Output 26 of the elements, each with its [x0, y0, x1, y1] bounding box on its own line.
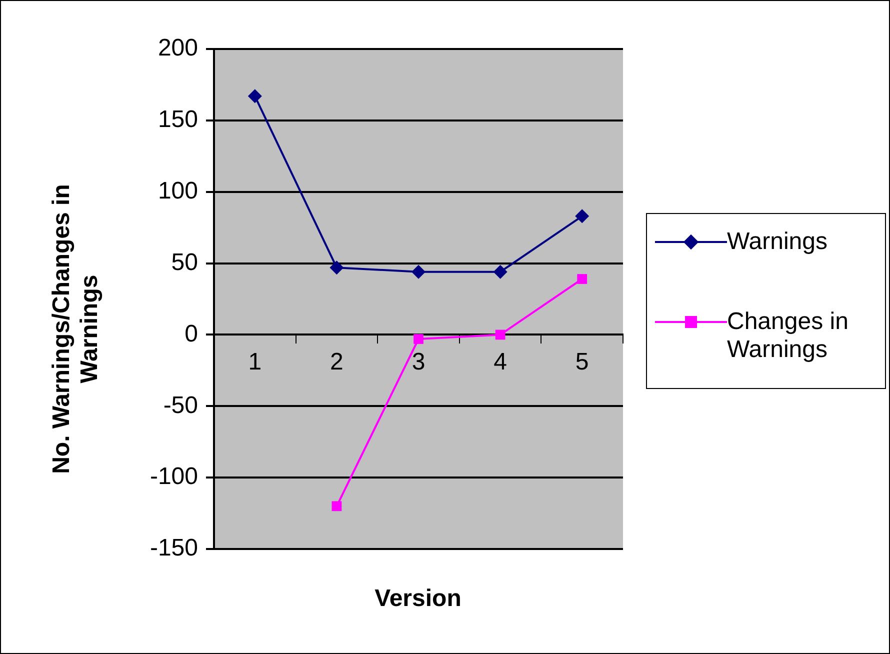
y-tick-label: 200	[158, 34, 198, 62]
point	[248, 89, 262, 104]
point	[575, 209, 590, 224]
x-axis-title: Version	[374, 585, 462, 613]
legend-label: Warnings	[727, 228, 828, 256]
point	[577, 274, 588, 284]
x-tick-label: 2	[330, 348, 344, 376]
point	[493, 264, 508, 279]
y-tick-label: 50	[171, 248, 198, 276]
y-tick-label: 100	[158, 177, 198, 204]
x-tick-label: 3	[412, 348, 426, 376]
y-tick-label: 0	[184, 320, 198, 348]
x-tick-label: 5	[575, 348, 589, 376]
legend-label: Changes in Warnings	[727, 308, 850, 364]
point	[412, 264, 426, 279]
x-tick-label: 1	[248, 348, 262, 376]
y-axis-title: No. Warnings/Changes in Warnings	[48, 183, 104, 476]
x-tick-label: 4	[494, 348, 507, 376]
y-tick-label: -100	[150, 463, 198, 490]
point	[414, 334, 424, 344]
y-tick-label: -50	[163, 392, 198, 419]
y-tick-label: 150	[158, 106, 198, 134]
point	[332, 501, 342, 512]
y-tick-label: -150	[150, 534, 198, 562]
point	[495, 330, 506, 340]
point	[330, 260, 344, 275]
